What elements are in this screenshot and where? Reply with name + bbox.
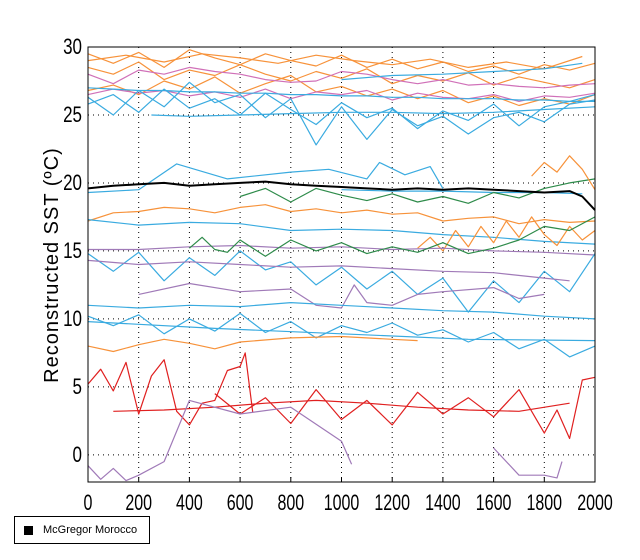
series-line-mcgregor-morocco (87, 180, 596, 211)
series-lines (87, 49, 596, 482)
x-tick-label: 1200 (374, 492, 410, 516)
y-axis-label: Reconstructed SST (ºC) (41, 147, 63, 383)
series-line-blue-23 (87, 302, 596, 320)
series-line-blue-6 (87, 87, 595, 102)
series-line-purple-22 (138, 282, 545, 309)
series-line-purple-30 (87, 399, 353, 482)
series-line-red-29 (214, 376, 596, 440)
series-line-orange-0 (87, 49, 596, 75)
series-line-red-28 (113, 399, 570, 412)
legend-label: McGregor Morocco (43, 524, 138, 536)
series-line-blue-24 (87, 312, 596, 358)
series-line-blue-9 (87, 81, 596, 146)
y-axis-ticks: 0 5 10 15 20 25 30 (63, 35, 82, 467)
x-tick-label: 200 (125, 492, 152, 516)
series-line-purple-18 (88, 244, 596, 256)
series-line-blue-7 (151, 106, 596, 117)
y-tick-label: 30 (63, 35, 82, 60)
series-line-blue-10 (341, 62, 583, 81)
y-tick-label: 15 (63, 239, 82, 264)
x-tick-label: 800 (277, 492, 304, 516)
y-tick-label: 25 (63, 103, 82, 128)
x-tick-label: 1400 (425, 492, 461, 516)
x-tick-label: 2000 (577, 492, 613, 516)
y-tick-label: 20 (63, 171, 82, 196)
series-line-purple-21 (87, 259, 570, 282)
x-tick-label: 1000 (324, 492, 360, 516)
x-tick-label: 400 (176, 492, 203, 516)
series-line-orange-3 (87, 53, 583, 70)
x-tick-label: 0 (84, 492, 93, 516)
x-tick-label: 1800 (527, 492, 563, 516)
y-tick-label: 0 (73, 443, 83, 468)
series-line-blue-8 (87, 88, 596, 130)
series-line-green-19 (189, 216, 596, 257)
x-axis-ticks: 0 200 400 600 800 1000 1200 1400 1600 1800 2000 (84, 477, 613, 516)
y-tick-label: 10 (63, 307, 82, 332)
series-line-red-27 (87, 352, 254, 426)
y-tick-label: 5 (73, 375, 83, 400)
series-line-purple-31 (493, 447, 563, 479)
x-tick-label: 1600 (476, 492, 512, 516)
series-line-orange-17 (531, 155, 596, 191)
series-line-blue-25 (87, 321, 596, 342)
series-line-blue-11 (87, 161, 444, 194)
series-line-pink-4 (87, 66, 596, 89)
x-tick-label: 600 (227, 492, 254, 516)
series-line-orange-26 (87, 335, 418, 353)
series-line-orange-14 (87, 204, 596, 225)
series-line-blue-15 (87, 219, 596, 245)
legend-swatch-mcgregor-morocco (24, 525, 33, 535)
series-line-orange-2 (87, 74, 596, 107)
series-line-orange-1 (87, 61, 596, 89)
legend: McGregor Morocco (14, 516, 150, 544)
